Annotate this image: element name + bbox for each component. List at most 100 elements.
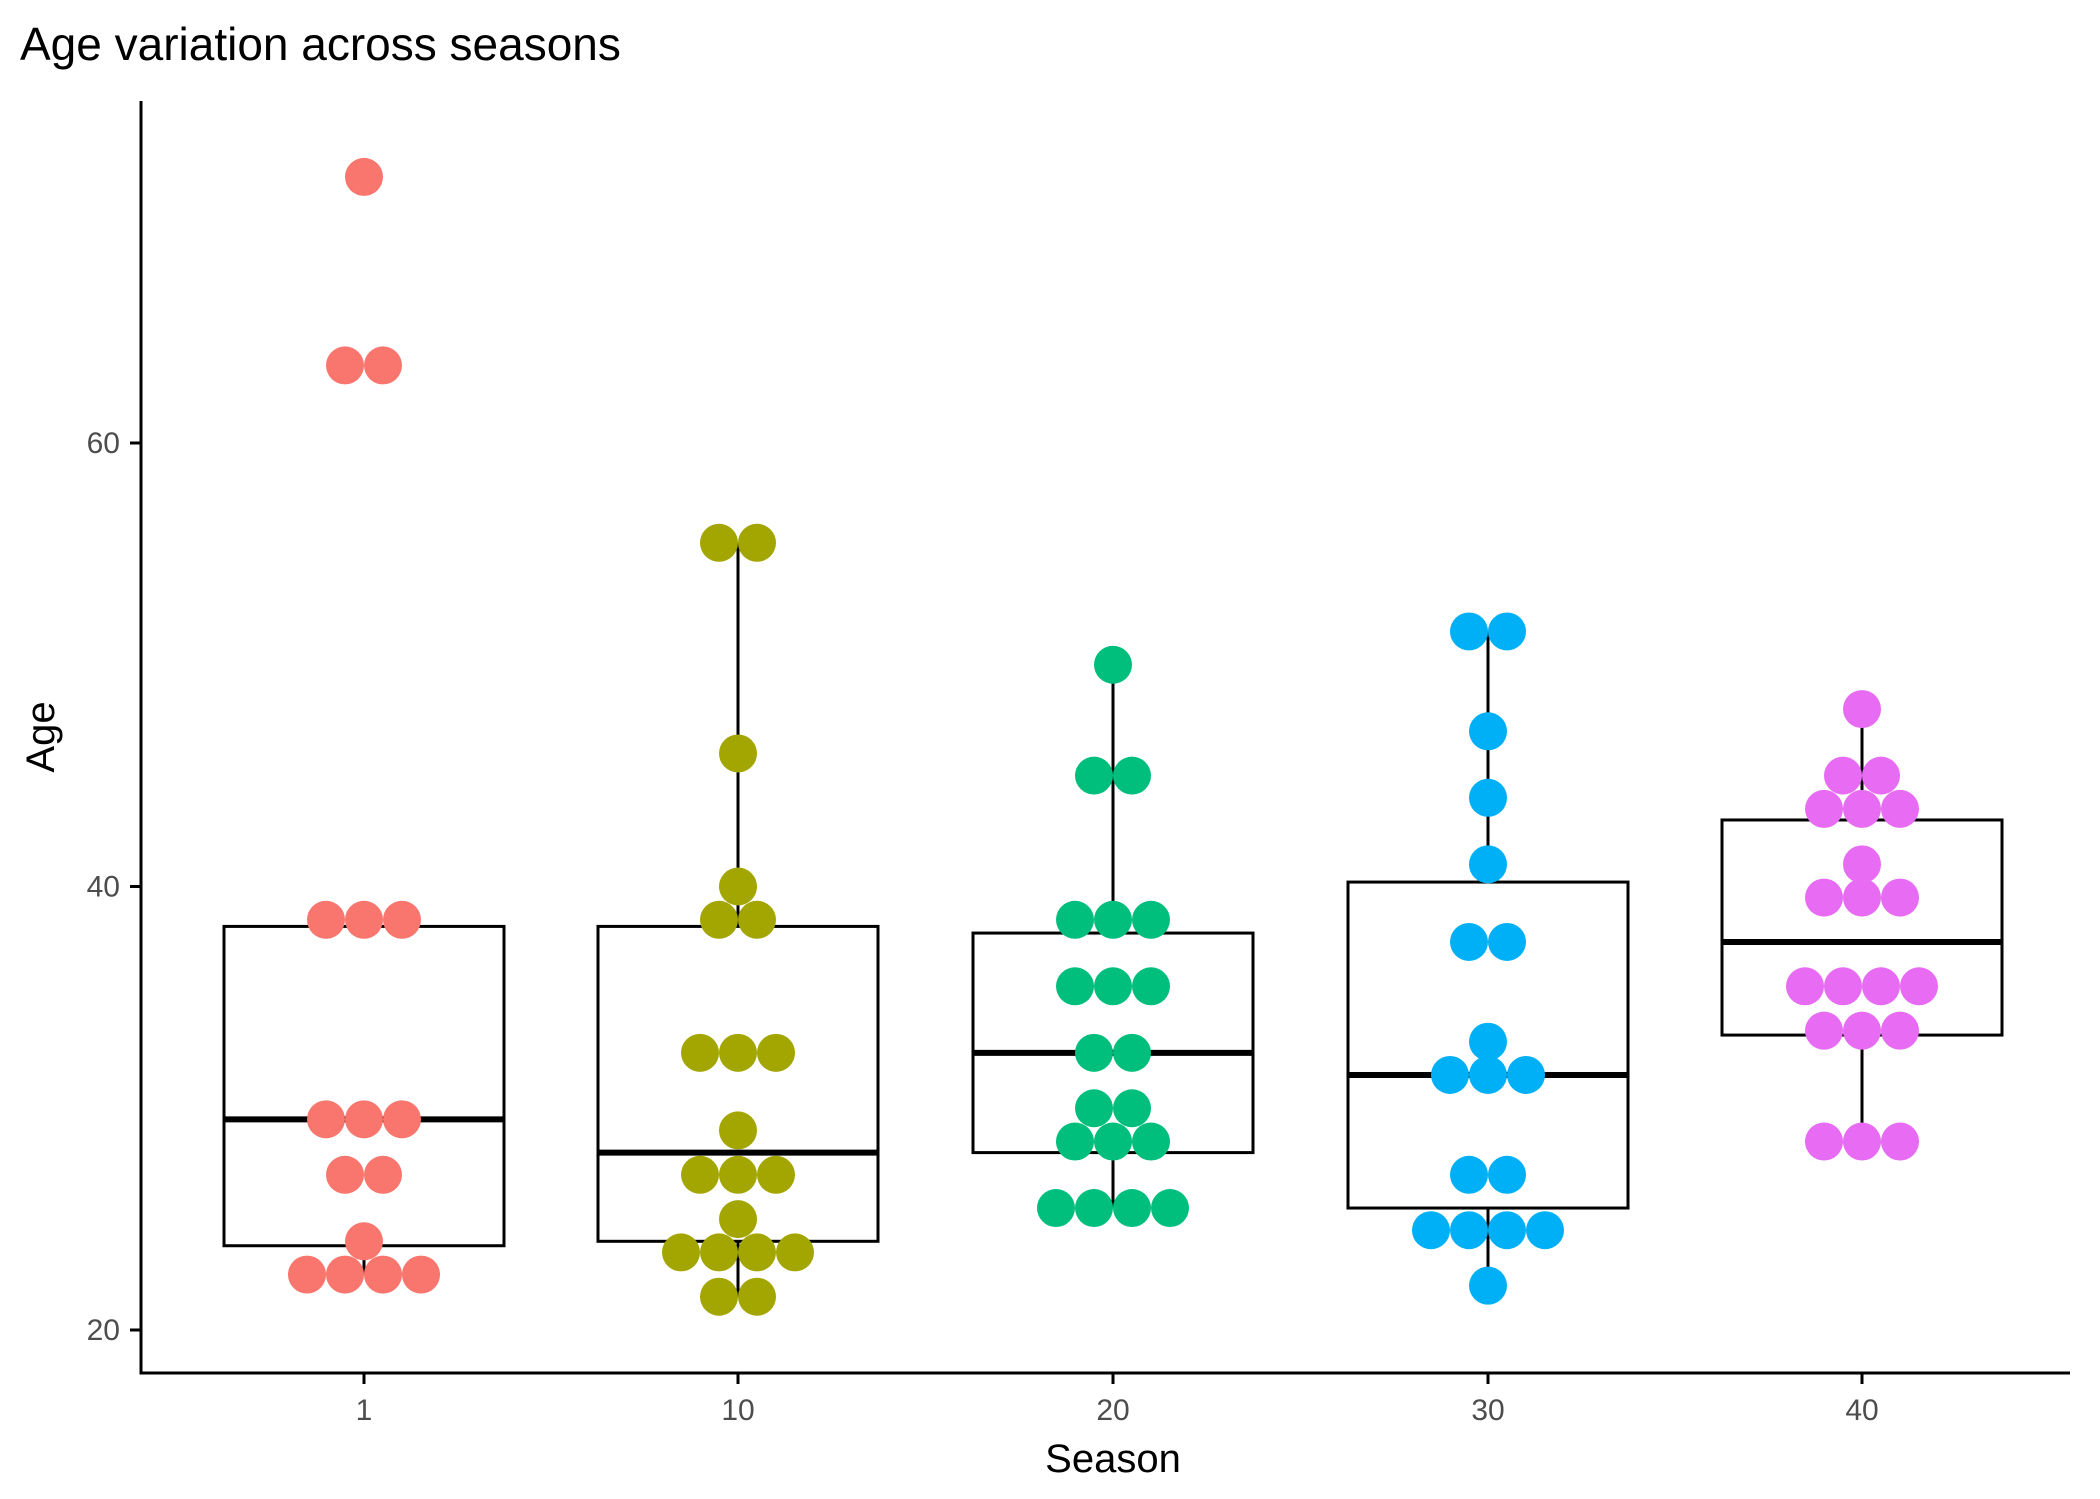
data-point [1881,878,1919,917]
data-point [345,900,383,939]
data-point [1488,612,1526,651]
chart-title: Age variation across seasons [20,18,621,70]
data-point [1132,900,1170,939]
data-point [719,734,757,773]
x-axis-title: Season [1045,1437,1181,1481]
data-point [1056,900,1094,939]
data-point [681,1155,719,1194]
y-ticks: 20 40 60 [87,427,141,1347]
data-point [1132,967,1170,1006]
data-point [1488,922,1526,961]
data-point [776,1233,814,1272]
box-rect [971,931,1255,1155]
data-point [383,900,421,939]
data-point [1843,878,1881,917]
data-point [719,1111,757,1150]
data-point [1469,845,1507,884]
data-point [700,1277,738,1316]
y-tick-label: 40 [87,871,120,904]
data-point [1094,967,1132,1006]
axes-layer [139,101,2070,1375]
data-point [1488,1211,1526,1250]
data-point [1900,967,1938,1006]
data-point [700,900,738,939]
data-point [738,523,776,562]
data-point [1805,1122,1843,1161]
data-point [1881,789,1919,828]
data-point [1037,1189,1075,1228]
data-point [364,1255,402,1294]
box-rect [222,924,506,1248]
y-tick-label: 20 [87,1314,120,1347]
data-point [307,900,345,939]
data-point [364,346,402,385]
dots-1 [288,157,440,1294]
data-point [1881,1122,1919,1161]
data-point [1094,645,1132,684]
data-point [1843,845,1881,884]
data-point [719,1200,757,1239]
data-point [326,346,364,385]
data-point [719,1155,757,1194]
x-ticks: 1 10 20 30 40 [356,1373,1879,1427]
x-tick-label: 30 [1471,1394,1504,1427]
data-point [364,1155,402,1194]
data-point [757,1155,795,1194]
data-point [1113,1189,1151,1228]
data-point [1786,967,1824,1006]
x-tick-label: 1 [356,1394,373,1427]
data-point [1843,690,1881,729]
data-point [1488,1155,1526,1194]
data-point [1113,1089,1151,1128]
data-point [719,867,757,906]
data-point [719,1033,757,1072]
data-point [1113,756,1151,795]
data-point [345,157,383,196]
data-point [345,1100,383,1139]
data-point [1094,1122,1132,1161]
data-point [1824,756,1862,795]
data-point [1450,922,1488,961]
data-point [1469,1055,1507,1094]
data-point [1412,1211,1450,1250]
data-point [1113,1033,1151,1072]
data-point [700,1233,738,1272]
data-point [1056,967,1094,1006]
data-point [1805,1011,1843,1050]
data-point [1056,1122,1094,1161]
dots-40 [1786,690,1938,1161]
data-point [738,1277,776,1316]
data-point [1469,778,1507,817]
data-point [1450,1211,1488,1250]
data-point [1450,612,1488,651]
data-point [1824,967,1862,1006]
data-point [662,1233,700,1272]
y-axis-title: Age [19,701,63,772]
data-point [738,1233,776,1272]
box-40 [1720,709,2004,1142]
data-point [700,523,738,562]
data-point [1469,1022,1507,1061]
data-point [326,1255,364,1294]
data-point [1132,1122,1170,1161]
data-point [288,1255,326,1294]
dots-30 [1412,612,1564,1305]
data-point [1094,900,1132,939]
data-point [1469,712,1507,751]
box-1 [222,919,506,1275]
data-point [1843,1122,1881,1161]
data-point [757,1033,795,1072]
data-point [1507,1055,1545,1094]
data-point [1805,789,1843,828]
data-point [1862,756,1900,795]
x-tick-label: 40 [1845,1394,1878,1427]
data-point [1431,1055,1469,1094]
data-point [1843,789,1881,828]
data-point [681,1033,719,1072]
data-point [1075,1089,1113,1128]
data-point [1075,1189,1113,1228]
data-point [1843,1011,1881,1050]
data-point [1526,1211,1564,1250]
data-point [1805,878,1843,917]
